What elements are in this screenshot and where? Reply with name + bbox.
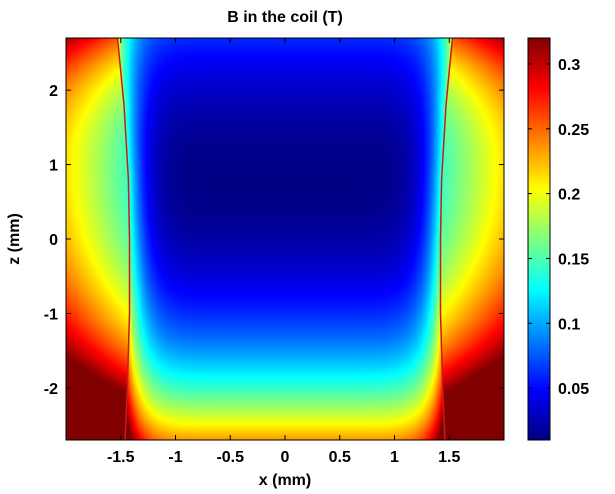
colorbar-frame [527,37,551,441]
colorbar-image [528,38,550,440]
y-tick-label: 0 [49,232,58,249]
colorbar-tick-label: 0.2 [558,187,580,204]
y-tick-label: 1 [49,158,58,175]
y-tick-label: -2 [44,381,58,398]
coil-boundaries [116,37,454,441]
y-tick-label: 2 [49,83,58,100]
y-axis-label: z (mm) [6,213,23,265]
y-tick-label: -1 [44,306,58,323]
heatmap-image-holder [66,38,504,440]
colorbar-tick-label: 0.05 [558,381,589,398]
x-tick-label: -0.5 [216,449,244,466]
colorbar-image-holder [528,38,550,440]
colorbar-tick-label: 0.3 [558,57,580,74]
coil-boundary-left [116,37,131,441]
x-axis-label: x (mm) [259,472,311,489]
colorbar-tick-label: 0.1 [558,316,580,333]
x-tick-label: 0 [281,449,290,466]
colorbar-ticks: 0.05 0.1 0.15 0.2 0.25 0.3 [528,57,589,398]
x-tick-label: -1.5 [107,449,135,466]
heatmap-image [66,38,504,440]
x-tick-label: 1 [390,449,399,466]
x-axis-ticks: -1.5 -1 -0.5 0 0.5 1 1.5 [107,38,460,466]
colorbar-tick-label: 0.25 [558,122,589,139]
x-tick-label: -1 [168,449,182,466]
chart-title: B in the coil (T) [227,9,343,26]
x-tick-label: 1.5 [438,449,460,466]
x-tick-label: 0.5 [329,449,351,466]
coil-boundary-right [439,37,454,441]
y-axis-ticks: -2 -1 0 1 2 [44,83,504,398]
colorbar-tick-label: 0.15 [558,251,589,268]
